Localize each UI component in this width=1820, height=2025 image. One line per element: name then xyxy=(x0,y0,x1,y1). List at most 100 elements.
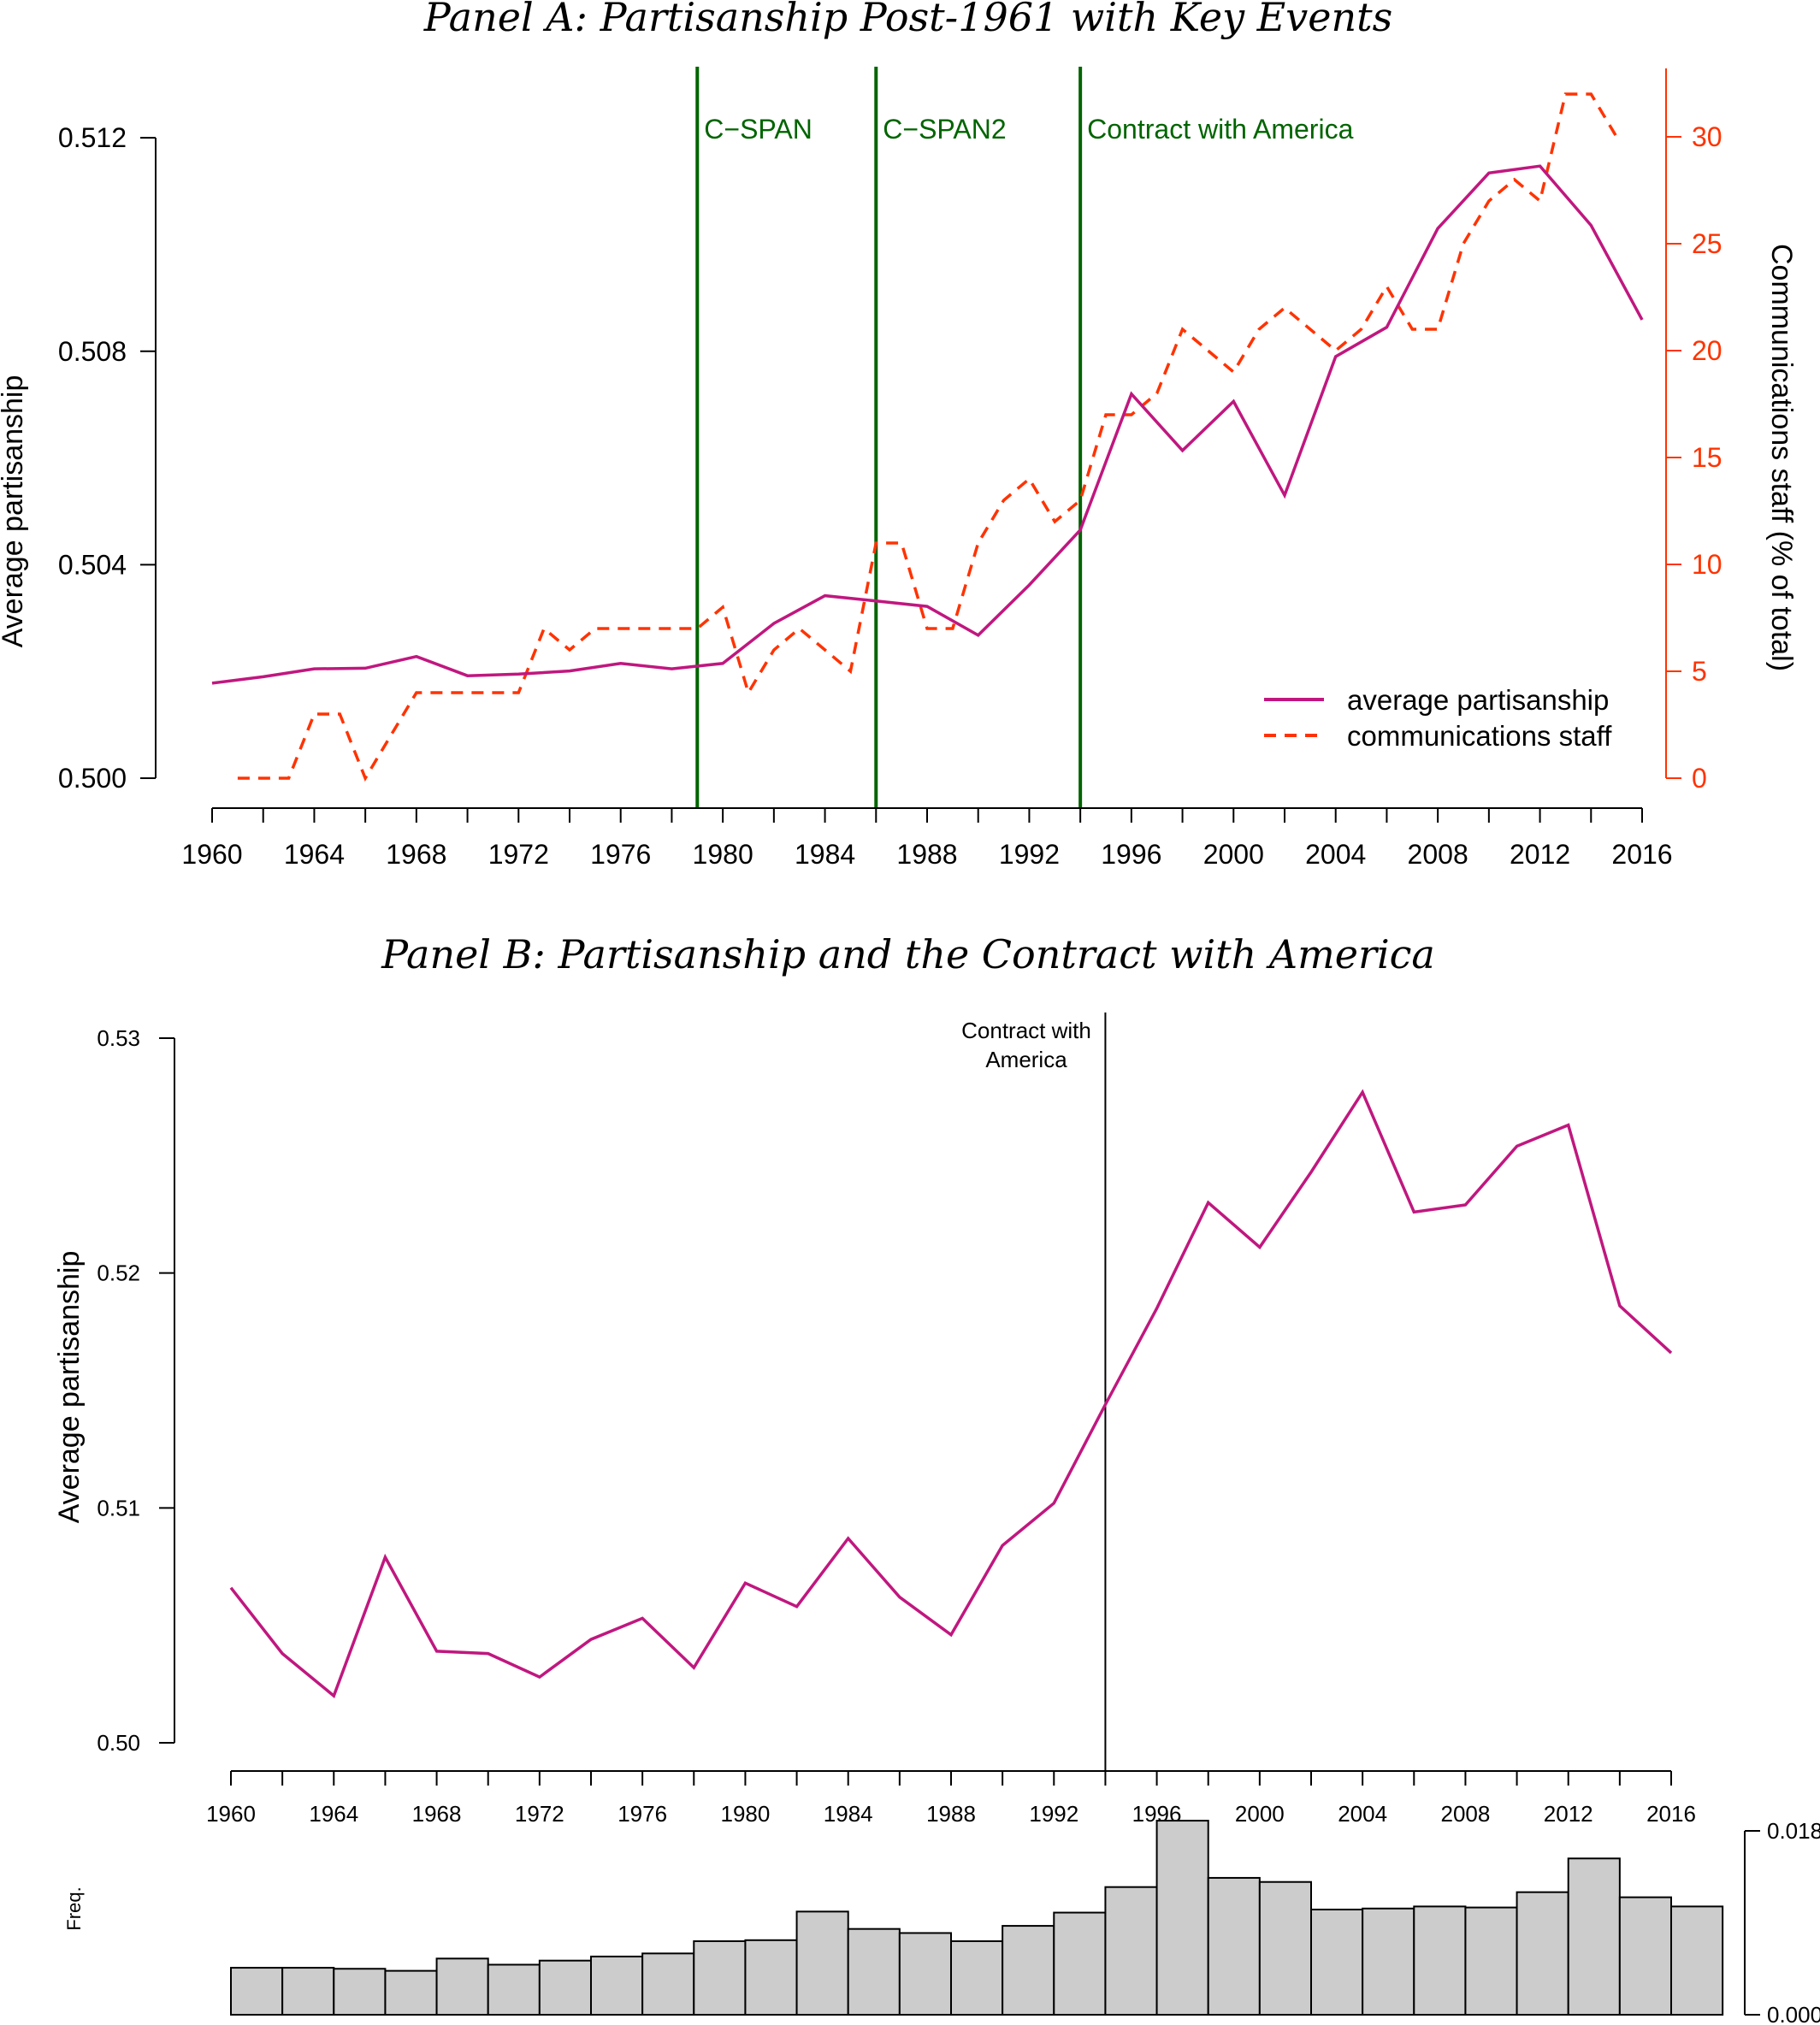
panel-a-x-tick-label: 1964 xyxy=(284,839,345,870)
histogram-bar xyxy=(384,1969,438,2016)
panel-a-x-tick-label: 2004 xyxy=(1305,839,1366,870)
panel-a-title: Panel A: Partisanship Post-1961 with Key… xyxy=(423,0,1392,40)
panel-b-x-tick-label: 2008 xyxy=(1441,1801,1491,1827)
panel-a-x-tick-label: 1988 xyxy=(896,839,957,870)
histogram-bar xyxy=(744,1939,798,2016)
panel-a-x-tick-label: 1968 xyxy=(386,839,446,870)
panel-b-x-tick-label: 1980 xyxy=(721,1801,771,1827)
histogram-bar xyxy=(641,1952,695,2016)
histogram-bar xyxy=(1516,1891,1569,2016)
panel-b-event-label-line2: America xyxy=(985,1047,1067,1072)
panel-b-event: Contract with America xyxy=(961,1012,1107,1771)
histogram-bar xyxy=(1464,1906,1518,2016)
panel-a-event-label: C−SPAN xyxy=(704,114,812,145)
histogram-bar xyxy=(1104,1886,1158,2016)
panel-b-x-tick-label: 2004 xyxy=(1338,1801,1387,1827)
panel-b-y-axis-label: Average partisanship xyxy=(53,1251,86,1524)
panel-b-x-tick-label: 2000 xyxy=(1235,1801,1285,1827)
panel-b-x-tick-label: 1968 xyxy=(412,1801,462,1827)
panel-a-y2-tick-label: 15 xyxy=(1692,442,1722,473)
panel-a-x-tick-label: 1980 xyxy=(693,839,753,870)
panel-a-y-tick-label: 0.500 xyxy=(58,763,127,794)
histogram-bar xyxy=(693,1940,747,2016)
panel-a-axes: 1960 1964 1968 1972 1976 1980 1984 1988 1992 1996… xyxy=(58,68,1722,870)
average-partisanship-line xyxy=(211,164,1644,685)
panel-a-y2-tick-label: 0 xyxy=(1692,763,1707,794)
panel-b-x-tick-label: 2012 xyxy=(1544,1801,1593,1827)
panel-a-legend: average partisanship communications staf… xyxy=(1264,684,1612,752)
panel-a-y2-axis-label: Communications staff (% of total) xyxy=(1765,244,1798,671)
histogram-y-tick-label: 0.018 xyxy=(1767,1818,1820,1844)
panel-b-x-tick-label: 1960 xyxy=(206,1801,256,1827)
panel-b-x-tick-label: 1964 xyxy=(309,1801,358,1827)
panel-b-x-tick-label: 2016 xyxy=(1646,1801,1696,1827)
panel-a-x-tick-label: 1984 xyxy=(795,839,855,870)
histogram-bar xyxy=(1362,1907,1415,2016)
panel-a-y-tick-label: 0.512 xyxy=(58,122,127,153)
panel-a-y2-tick-label: 30 xyxy=(1692,121,1722,152)
legend-label-partisanship: average partisanship xyxy=(1347,684,1609,716)
histogram-y-tick-label: 0.000 xyxy=(1767,2002,1820,2025)
panel-b-lines xyxy=(229,1089,1673,1699)
panel-a-y-tick-label: 0.504 xyxy=(58,549,127,580)
panel-b-x-tick-label: 1992 xyxy=(1029,1801,1078,1827)
histogram-bar xyxy=(898,1932,953,2016)
panel-b-y-tick-label: 0.50 xyxy=(97,1730,140,1756)
panel-a-lines xyxy=(211,92,1644,782)
panel-a-y2-tick-label: 10 xyxy=(1692,549,1722,580)
panel-b-y-tick-label: 0.52 xyxy=(97,1260,140,1286)
legend-label-staff: communications staff xyxy=(1347,720,1612,752)
histogram-bar xyxy=(1002,1925,1055,2016)
histogram-bar xyxy=(1258,1880,1313,2016)
panel-b-title: Panel B: Partisanship and the Contract w… xyxy=(381,931,1435,977)
histogram-bar xyxy=(1670,1905,1724,2016)
histogram-y-axis-label: Freq. xyxy=(63,1886,85,1930)
panel-b: Panel B: Partisanship and the Contract w… xyxy=(53,931,1696,1827)
histogram-bar xyxy=(795,1910,849,2016)
panel-b-y-tick-label: 0.53 xyxy=(97,1025,140,1051)
panel-a-y2-tick-label: 5 xyxy=(1692,656,1707,687)
panel-a: Panel A: Partisanship Post-1961 with Key… xyxy=(0,0,1798,870)
panel-a-x-tick-label: 1992 xyxy=(999,839,1060,870)
communications-staff-line xyxy=(237,92,1618,782)
panel-a-x-tick-label: 1960 xyxy=(181,839,242,870)
panel-a-y-axis-label: Average partisanship xyxy=(0,375,29,648)
histogram-bar xyxy=(1207,1876,1261,2016)
histogram-bar xyxy=(847,1928,901,2016)
histogram-bar xyxy=(1413,1905,1467,2016)
histogram-bar xyxy=(1155,1820,1209,2016)
panel-a-y-tick-label: 0.508 xyxy=(58,336,127,367)
panel-a-event-label: Contract with America xyxy=(1087,114,1353,145)
panel-b-partisanship-line xyxy=(229,1089,1673,1699)
panel-a-event-label: C−SPAN2 xyxy=(883,114,1006,145)
histogram-bar xyxy=(333,1968,387,2016)
histogram-bar xyxy=(590,1955,644,2016)
histogram-bar xyxy=(1618,1896,1673,2016)
panel-b-x-tick-label: 1988 xyxy=(926,1801,976,1827)
panel-a-x-tick-label: 2016 xyxy=(1611,839,1672,870)
panel-b-x-tick-label: 1976 xyxy=(618,1801,667,1827)
panel-a-x-tick-label: 1972 xyxy=(488,839,549,870)
panel-a-x-tick-label: 2008 xyxy=(1408,839,1468,870)
panel-a-x-tick-label: 2012 xyxy=(1510,839,1570,870)
histogram-bar xyxy=(1567,1857,1621,2016)
panel-b-x-tick-label: 1972 xyxy=(515,1801,564,1827)
panel-a-y2-tick-label: 20 xyxy=(1692,335,1722,366)
panel-a-events: C−SPAN C−SPAN2 Contract with America xyxy=(695,67,1354,807)
panel-a-x-tick-label: 1996 xyxy=(1101,839,1161,870)
panel-b-y-tick-label: 0.51 xyxy=(97,1495,140,1520)
histogram-bar xyxy=(538,1959,592,2016)
histogram-bar xyxy=(1053,1911,1107,2016)
panel-a-y2-tick-label: 25 xyxy=(1692,228,1722,259)
frequency-histogram: Freq. 0.000 0.018 xyxy=(63,1818,1820,2025)
histogram-bar xyxy=(1310,1908,1364,2016)
histogram-bar xyxy=(230,1967,284,2016)
panel-b-x-tick-label: 1984 xyxy=(824,1801,873,1827)
histogram-bar xyxy=(281,1967,335,2016)
panel-a-x-tick-label: 2000 xyxy=(1203,839,1264,870)
histogram-bar xyxy=(435,1957,489,2016)
histogram-bar xyxy=(487,1963,541,2016)
panel-a-x-tick-label: 1976 xyxy=(590,839,651,870)
histogram-bars xyxy=(230,1820,1724,2016)
